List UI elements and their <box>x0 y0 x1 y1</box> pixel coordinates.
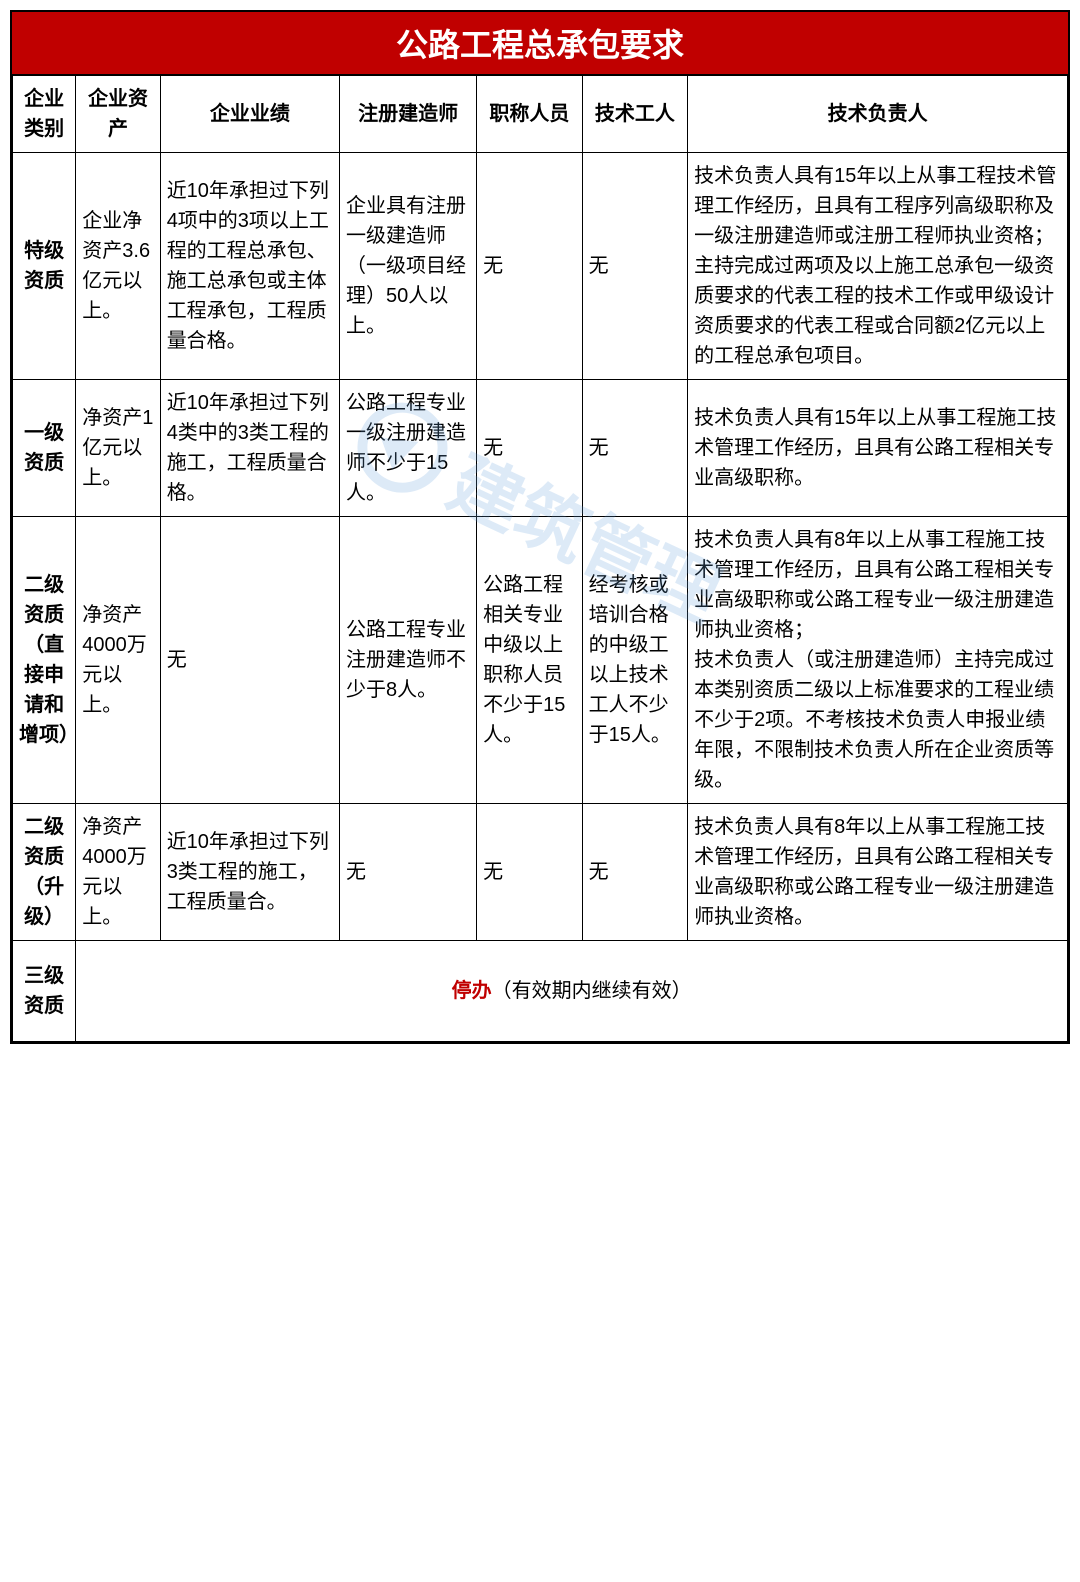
cell-tech-workers: 无 <box>582 380 688 517</box>
table-row: 一级资质 净资产1亿元以上。 近10年承担过下列4类中的3类工程的施工，工程质量… <box>13 380 1068 517</box>
cell-category: 特级资质 <box>13 153 76 380</box>
suspended-note: （有效期内继续有效） <box>492 980 692 1002</box>
cell-category: 二级资质（升级） <box>13 804 76 941</box>
cell-tech-workers: 无 <box>582 804 688 941</box>
cell-tech-workers: 经考核或培训合格的中级工以上技术工人不少于15人。 <box>582 517 688 804</box>
cell-engineer: 公路工程专业一级注册建造师不少于15人。 <box>340 380 477 517</box>
cell-title-staff: 公路工程相关专业中级以上职称人员不少于15人。 <box>477 517 583 804</box>
header-assets: 企业资产 <box>76 76 160 153</box>
cell-engineer: 无 <box>340 804 477 941</box>
cell-tech-leader: 技术负责人具有8年以上从事工程施工技术管理工作经历，且具有公路工程相关专业高级职… <box>688 804 1068 941</box>
header-tech-leader: 技术负责人 <box>688 76 1068 153</box>
table-row: 二级资质（直接申请和增项） 净资产4000万元以上。 无 公路工程专业注册建造师… <box>13 517 1068 804</box>
requirements-table-container: 公路工程总承包要求 建筑管理 企业类别 企业资产 企业业绩 注册建造师 职称人员… <box>10 10 1070 1044</box>
header-category: 企业类别 <box>13 76 76 153</box>
cell-engineer: 公路工程专业注册建造师不少于8人。 <box>340 517 477 804</box>
cell-assets: 净资产4000万元以上。 <box>76 517 160 804</box>
cell-tech-leader: 技术负责人具有15年以上从事工程技术管理工作经历，且具有工程序列高级职称及一级注… <box>688 153 1068 380</box>
cell-title-staff: 无 <box>477 380 583 517</box>
requirements-table: 企业类别 企业资产 企业业绩 注册建造师 职称人员 技术工人 技术负责人 特级资… <box>12 75 1068 1042</box>
header-title-staff: 职称人员 <box>477 76 583 153</box>
table-row: 特级资质 企业净资产3.6亿元以上。 近10年承担过下列4项中的3项以上工程的工… <box>13 153 1068 380</box>
cell-performance: 近10年承担过下列3类工程的施工，工程质量合。 <box>160 804 339 941</box>
cell-suspended: 停办（有效期内继续有效） <box>76 941 1068 1042</box>
cell-category: 一级资质 <box>13 380 76 517</box>
cell-tech-leader: 技术负责人具有8年以上从事工程施工技术管理工作经历，且具有公路工程相关专业高级职… <box>688 517 1068 804</box>
table-row-suspended: 三级资质 停办（有效期内继续有效） <box>13 941 1068 1042</box>
cell-category: 二级资质（直接申请和增项） <box>13 517 76 804</box>
cell-performance: 近10年承担过下列4项中的3项以上工程的工程总承包、施工总承包或主体工程承包，工… <box>160 153 339 380</box>
table-header-row: 企业类别 企业资产 企业业绩 注册建造师 职称人员 技术工人 技术负责人 <box>13 76 1068 153</box>
cell-performance: 无 <box>160 517 339 804</box>
table-title: 公路工程总承包要求 <box>12 12 1068 75</box>
cell-tech-workers: 无 <box>582 153 688 380</box>
cell-performance: 近10年承担过下列4类中的3类工程的施工，工程质量合格。 <box>160 380 339 517</box>
cell-title-staff: 无 <box>477 804 583 941</box>
header-engineer: 注册建造师 <box>340 76 477 153</box>
cell-assets: 净资产4000万元以上。 <box>76 804 160 941</box>
cell-category: 三级资质 <box>13 941 76 1042</box>
header-performance: 企业业绩 <box>160 76 339 153</box>
cell-assets: 企业净资产3.6亿元以上。 <box>76 153 160 380</box>
suspended-status: 停办 <box>452 980 492 1002</box>
cell-tech-leader: 技术负责人具有15年以上从事工程施工技术管理工作经历，且具有公路工程相关专业高级… <box>688 380 1068 517</box>
header-tech-workers: 技术工人 <box>582 76 688 153</box>
table-row: 二级资质（升级） 净资产4000万元以上。 近10年承担过下列3类工程的施工，工… <box>13 804 1068 941</box>
cell-assets: 净资产1亿元以上。 <box>76 380 160 517</box>
cell-engineer: 企业具有注册一级建造师（一级项目经理）50人以上。 <box>340 153 477 380</box>
cell-title-staff: 无 <box>477 153 583 380</box>
